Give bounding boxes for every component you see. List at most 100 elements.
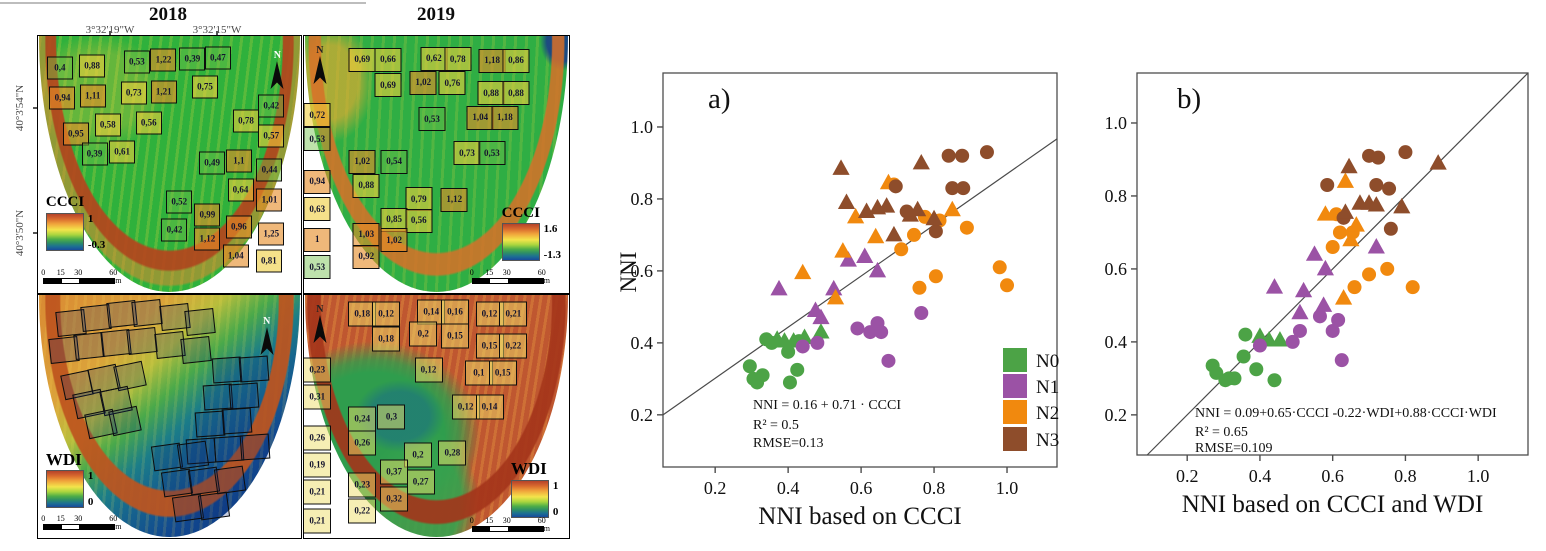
data-point-circle bbox=[1380, 261, 1395, 276]
plot-box-unlabeled bbox=[213, 466, 247, 495]
plot-box: 0,81 bbox=[255, 249, 282, 273]
plot-box: 0,21 bbox=[304, 508, 332, 534]
data-point-circle bbox=[1312, 309, 1327, 324]
plot-box: 0,88 bbox=[352, 173, 380, 198]
plot-box-unlabeled bbox=[229, 382, 260, 410]
plot-box: 0,2 bbox=[403, 442, 432, 468]
plot-box: 0,88 bbox=[477, 81, 505, 106]
colorbar-values: 1 -0.3 bbox=[88, 213, 105, 251]
plot-box-unlabeled bbox=[180, 335, 212, 364]
scale-bar: 0 15 30 60 m bbox=[41, 269, 127, 287]
data-point-circle bbox=[928, 269, 943, 284]
series-N0-points bbox=[1205, 327, 1289, 388]
data-point-circle bbox=[1292, 323, 1307, 338]
plot-box: 0,56 bbox=[405, 208, 433, 233]
y-tick-label: 0.6 bbox=[1105, 259, 1128, 279]
colorbar-title: CCCI bbox=[501, 204, 540, 221]
plot-box-unlabeled bbox=[184, 307, 216, 336]
north-label: N bbox=[263, 315, 271, 327]
y-tick-label: 0.8 bbox=[1105, 186, 1128, 206]
data-point-circle bbox=[1320, 178, 1335, 193]
scale-bar-segment bbox=[507, 279, 543, 283]
plot-box: 0,26 bbox=[304, 425, 332, 451]
scale-bar-segment bbox=[490, 527, 508, 531]
scale-bar-number: 30 bbox=[502, 268, 511, 277]
x-tick-label: 1.0 bbox=[1467, 466, 1490, 486]
data-point-circle bbox=[1405, 280, 1420, 295]
data-point-triangle bbox=[812, 323, 830, 339]
plot-box: 1 bbox=[304, 227, 331, 252]
colorbar-title: CCCI bbox=[45, 194, 85, 211]
x-tick-label: 1.0 bbox=[996, 478, 1019, 498]
longitude-label-west2: 3°32'15"W bbox=[192, 24, 242, 36]
legend-swatch-N3 bbox=[1003, 427, 1027, 451]
data-point-triangle bbox=[1265, 278, 1284, 294]
plot-box: 0,31 bbox=[304, 384, 332, 410]
colorbar-legend-ccci-2019: CCCI 1.6 -1.3 bbox=[501, 204, 561, 262]
plot-box: 0,53 bbox=[478, 141, 506, 166]
data-point-circle bbox=[1252, 338, 1267, 353]
series-N2-points bbox=[794, 173, 1015, 305]
plot-box-unlabeled bbox=[131, 299, 163, 328]
plot-box: 0,54 bbox=[380, 149, 408, 174]
scale-bar-segment bbox=[472, 527, 491, 531]
scale-bar-number: 15 bbox=[56, 514, 65, 523]
x-axis-title: NNI based on CCCI bbox=[758, 503, 961, 530]
colorbar-max: 1 bbox=[87, 470, 94, 483]
scatter-panel-a: 0.2 0.4 0.6 0.8 1.0 0.2 0.4 0.6 0.8 1.0 a) NNI base… bbox=[620, 72, 1059, 530]
plot-box: 0,66 bbox=[374, 47, 402, 72]
data-point-circle bbox=[941, 148, 956, 163]
scale-bar-number: 0 bbox=[469, 516, 474, 525]
y-tick-label: 1.0 bbox=[1105, 113, 1128, 133]
plot-box: 0,75 bbox=[192, 75, 218, 99]
plot-box: 0,63 bbox=[304, 197, 331, 222]
data-point-circle bbox=[1362, 267, 1377, 282]
plot-box: 0,12 bbox=[414, 357, 443, 383]
plot-box: 0,69 bbox=[348, 47, 376, 72]
plot-box-unlabeled bbox=[126, 327, 158, 356]
legend-label-N3: N3 bbox=[1036, 430, 1059, 451]
x-axis-title: NNI based on CCCI and WDI bbox=[1182, 491, 1484, 518]
colorbar-legend-wdi-2019: WDI 1 0 bbox=[510, 459, 559, 519]
plot-box: 0,27 bbox=[406, 469, 435, 495]
data-point-triangle bbox=[1334, 289, 1353, 305]
plot-box: 1,04 bbox=[222, 244, 249, 268]
colorbar-values: 1.6 -1.3 bbox=[544, 223, 561, 261]
plot-box: 1,1 bbox=[225, 149, 252, 173]
scatter-panel-b: 0.2 0.4 0.6 0.8 1.0 0.2 0.4 0.6 0.8 1.0 b) NNI base… bbox=[1105, 72, 1529, 518]
data-point-circle bbox=[894, 242, 909, 257]
plot-box: 1,21 bbox=[150, 80, 177, 104]
x-tick-label: 0.8 bbox=[923, 478, 946, 498]
plot-box-unlabeled bbox=[177, 440, 210, 470]
series-N1-points bbox=[770, 247, 929, 368]
north-arrow: N bbox=[259, 315, 274, 357]
plot-box: 0,86 bbox=[502, 48, 530, 73]
scale-bar-unit: m bbox=[543, 524, 550, 533]
scale-bar-number: 0 bbox=[469, 268, 474, 277]
data-point-circle bbox=[781, 344, 796, 359]
y-axis-title: NNI bbox=[620, 252, 641, 293]
plot-box: 0,23 bbox=[348, 472, 377, 498]
plot-box: 0,1 bbox=[464, 360, 493, 386]
north-arrow: N bbox=[312, 304, 327, 345]
longitude-label-west1: 3°32'19"W bbox=[85, 24, 135, 36]
data-point-triangle bbox=[867, 227, 885, 244]
plot-box: 0,47 bbox=[204, 46, 231, 70]
data-point-triangle bbox=[839, 251, 857, 267]
colorbar-min: -1.3 bbox=[543, 249, 562, 262]
colorbar-max: 1.6 bbox=[543, 223, 558, 236]
scale-bar-number: 15 bbox=[485, 268, 494, 277]
data-point-circle bbox=[979, 145, 994, 160]
plot-box: 0,58 bbox=[94, 113, 121, 137]
plot-box: 0,99 bbox=[194, 203, 221, 227]
plot-box: 0,78 bbox=[444, 47, 472, 72]
colorbar-title: WDI bbox=[510, 459, 547, 479]
data-point-circle bbox=[888, 179, 903, 194]
plot-box-unlabeled bbox=[221, 407, 252, 435]
data-point-circle bbox=[956, 181, 971, 196]
plot-box: 0,39 bbox=[179, 47, 206, 71]
data-point-triangle bbox=[868, 261, 887, 278]
scale-bar-track bbox=[471, 278, 544, 284]
plot-box: 0,39 bbox=[81, 142, 108, 166]
